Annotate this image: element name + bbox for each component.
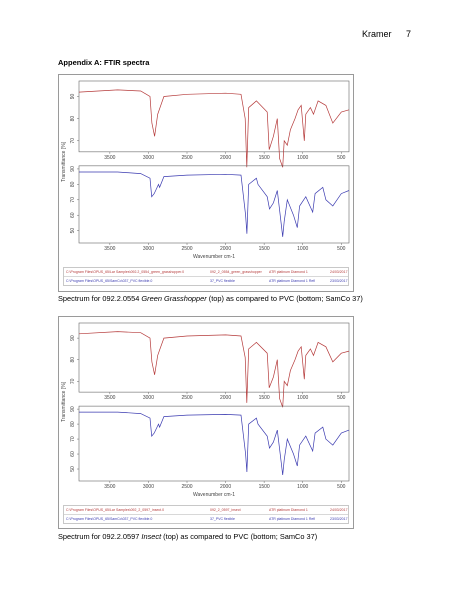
page-number: 7 xyxy=(405,29,411,39)
x-tick-label: 3000 xyxy=(143,246,154,252)
legend-row-reference: C:\Program Files\OPUS_65\SamCo\037_PVC f… xyxy=(64,515,348,523)
x-tick-label: 2500 xyxy=(181,395,192,401)
appendix-title: Appendix A: FTIR spectra xyxy=(58,58,150,67)
x-axis-label: Wavenumber cm-1 xyxy=(193,492,235,498)
y-axis-label: Transmittance [%] xyxy=(61,141,67,182)
caption-text: Spectrum for 092.2.0554 xyxy=(58,294,142,303)
caption-text: (top) as compared to PVC (bottom; SamCo … xyxy=(206,294,363,303)
legend-date: 24/03/2017 xyxy=(330,508,348,512)
legend-date: 23/03/2017 xyxy=(330,517,348,521)
x-tick-label: 3500 xyxy=(104,246,115,252)
plot-frame xyxy=(78,80,350,153)
legend-row-sample: C:\Program Files\OPUS_65\Lar Samples\092… xyxy=(64,268,348,277)
x-tick-label: 1000 xyxy=(297,395,308,401)
legend-path: C:\Program Files\OPUS_65\Lar Samples\092… xyxy=(66,508,165,512)
x-tick-label: 1000 xyxy=(297,484,308,490)
plot-frame xyxy=(78,405,350,482)
x-tick-label: 1500 xyxy=(259,395,270,401)
y-tick-label: 50 xyxy=(70,466,76,472)
y-tick-label: 60 xyxy=(70,212,76,218)
x-tick-label: 2000 xyxy=(220,155,231,161)
y-tick-label: 70 xyxy=(70,138,76,144)
figure-caption-2: Spectrum for 092.2.0597 Insect (top) as … xyxy=(58,532,317,541)
legend-box-2: C:\Program Files\OPUS_65\Lar Samples\092… xyxy=(63,505,349,524)
x-tick-label: 2500 xyxy=(181,484,192,490)
x-tick-label: 2000 xyxy=(220,395,231,401)
legend-date: 23/03/2017 xyxy=(330,279,348,283)
legend-instrument: ATR platinum Diamond 1 Refl xyxy=(269,279,316,283)
y-tick-label: 70 xyxy=(70,378,76,384)
x-tick-label: 3500 xyxy=(104,395,115,401)
x-tick-label: 1500 xyxy=(259,246,270,252)
y-tick-label: 80 xyxy=(70,181,76,187)
x-tick-label: 2500 xyxy=(181,155,192,161)
x-tick-label: 500 xyxy=(337,155,346,161)
legend-date: 24/03/2017 xyxy=(330,270,348,274)
y-tick-label: 70 xyxy=(70,436,76,442)
y-tick-label: 50 xyxy=(70,228,76,234)
legend-instrument: ATR platinum Diamond 1 xyxy=(269,508,308,512)
legend-row-reference: C:\Program Files\OPUS_65\SamCo\037_PVC f… xyxy=(64,277,348,285)
figure-caption-1: Spectrum for 092.2.0554 Green Grasshoppe… xyxy=(58,294,363,303)
y-tick-label: 90 xyxy=(70,93,76,99)
ftir-figure-2: 90 80 70 3500 3000 2500 2000 1500 1000 500 90 80 70 6… xyxy=(58,316,354,529)
x-tick-label: 1000 xyxy=(297,155,308,161)
spectrum-chart-2: 90 80 70 3500 3000 2500 2000 1500 1000 500 90 80 70 6… xyxy=(61,322,350,498)
plot-frame xyxy=(78,322,350,393)
y-tick-label: 70 xyxy=(70,197,76,203)
x-tick-label: 3000 xyxy=(143,395,154,401)
y-tick-label: 90 xyxy=(70,335,76,341)
x-tick-label: 1500 xyxy=(259,155,270,161)
caption-specimen: Green Grasshopper xyxy=(141,294,207,303)
legend-path: C:\Program Files\OPUS_65\SamCo\037_PVC f… xyxy=(66,279,153,283)
x-tick-label: 3500 xyxy=(104,484,115,490)
sample-spectrum-line xyxy=(78,89,350,168)
x-tick-label: 3000 xyxy=(143,484,154,490)
y-tick-label: 80 xyxy=(70,116,76,122)
y-tick-label: 60 xyxy=(70,451,76,457)
legend-row-sample: C:\Program Files\OPUS_65\Lar Samples\092… xyxy=(64,506,348,515)
caption-text: Spectrum for 092.2.0597 xyxy=(58,532,142,541)
y-tick-label: 80 xyxy=(70,357,76,363)
x-tick-label: 1000 xyxy=(297,246,308,252)
legend-name: 37_PVC flexible xyxy=(210,279,235,283)
x-tick-label: 500 xyxy=(337,395,346,401)
legend-path: C:\Program Files\OPUS_65\SamCo\037_PVC f… xyxy=(66,517,153,521)
x-tick-label: 3500 xyxy=(104,155,115,161)
spectrum-chart-1: 90 80 70 3500 3000 2500 2000 1500 1000 500 90 80 70 6… xyxy=(61,80,350,260)
legend-path: C:\Program Files\OPUS_65\Lar Samples\092… xyxy=(66,270,185,274)
x-axis-label: Wavenumber cm-1 xyxy=(193,254,235,260)
legend-box-1: C:\Program Files\OPUS_65\Lar Samples\092… xyxy=(63,267,349,286)
pvc-spectrum-line xyxy=(79,171,350,237)
legend-name: 092_2_0554_green_grasshopper xyxy=(210,270,262,274)
y-tick-label: 90 xyxy=(70,406,76,412)
page-header: Kramer 7 xyxy=(350,29,411,39)
x-tick-label: 3000 xyxy=(143,155,154,161)
caption-specimen: Insect xyxy=(141,532,162,541)
ftir-figure-1: 90 80 70 3500 3000 2500 2000 1500 1000 500 90 80 70 6… xyxy=(58,74,354,292)
x-tick-label: 2000 xyxy=(220,246,231,252)
y-axis-label: Transmittance [%] xyxy=(61,381,67,422)
legend-instrument: ATR platinum Diamond 1 xyxy=(269,270,308,274)
x-tick-label: 500 xyxy=(337,484,346,490)
x-tick-label: 500 xyxy=(337,246,346,252)
legend-instrument: ATR platinum Diamond 1 Refl xyxy=(269,517,316,521)
legend-name: 092_2_0597_insect xyxy=(210,508,241,512)
x-tick-label: 2500 xyxy=(181,246,192,252)
x-tick-label: 1500 xyxy=(259,484,270,490)
x-tick-label: 2000 xyxy=(220,484,231,490)
pvc-spectrum-line xyxy=(79,411,350,476)
sample-spectrum-line xyxy=(78,331,350,408)
author-name: Kramer xyxy=(361,29,392,39)
caption-text: (top) as compared to PVC (bottom; SamCo … xyxy=(161,532,318,541)
y-tick-label: 90 xyxy=(70,166,76,172)
plot-frame xyxy=(78,165,350,244)
y-tick-label: 80 xyxy=(70,421,76,427)
legend-name: 37_PVC flexible xyxy=(210,517,235,521)
